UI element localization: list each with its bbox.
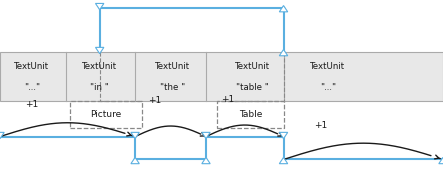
- Text: "...": "...": [24, 83, 40, 92]
- Polygon shape: [131, 157, 139, 164]
- Polygon shape: [202, 132, 210, 139]
- Text: "in ": "in ": [90, 83, 109, 92]
- Text: +1: +1: [314, 121, 327, 130]
- Polygon shape: [280, 157, 288, 164]
- Text: +1: +1: [148, 96, 162, 104]
- Bar: [70, 101, 142, 128]
- Bar: [217, 101, 284, 128]
- Text: TextUnit: TextUnit: [310, 62, 346, 71]
- Polygon shape: [280, 6, 288, 12]
- Polygon shape: [280, 132, 288, 139]
- Text: TextUnit: TextUnit: [14, 62, 50, 71]
- Polygon shape: [96, 47, 104, 54]
- Text: TextUnit: TextUnit: [235, 62, 270, 71]
- Text: +1: +1: [221, 95, 234, 104]
- Text: "the ": "the ": [160, 83, 185, 92]
- Polygon shape: [0, 132, 4, 139]
- Text: Table: Table: [239, 110, 262, 119]
- Polygon shape: [202, 157, 210, 164]
- Text: +1: +1: [25, 100, 38, 109]
- Polygon shape: [131, 132, 139, 139]
- Text: Picture: Picture: [90, 110, 121, 119]
- Polygon shape: [96, 3, 104, 10]
- Text: "...": "...": [320, 83, 336, 92]
- Text: TextUnit: TextUnit: [155, 62, 190, 71]
- Text: "table ": "table ": [236, 83, 269, 92]
- Polygon shape: [280, 49, 288, 56]
- Polygon shape: [439, 157, 443, 164]
- Text: TextUnit: TextUnit: [82, 62, 117, 71]
- Bar: [0, 52, 443, 101]
